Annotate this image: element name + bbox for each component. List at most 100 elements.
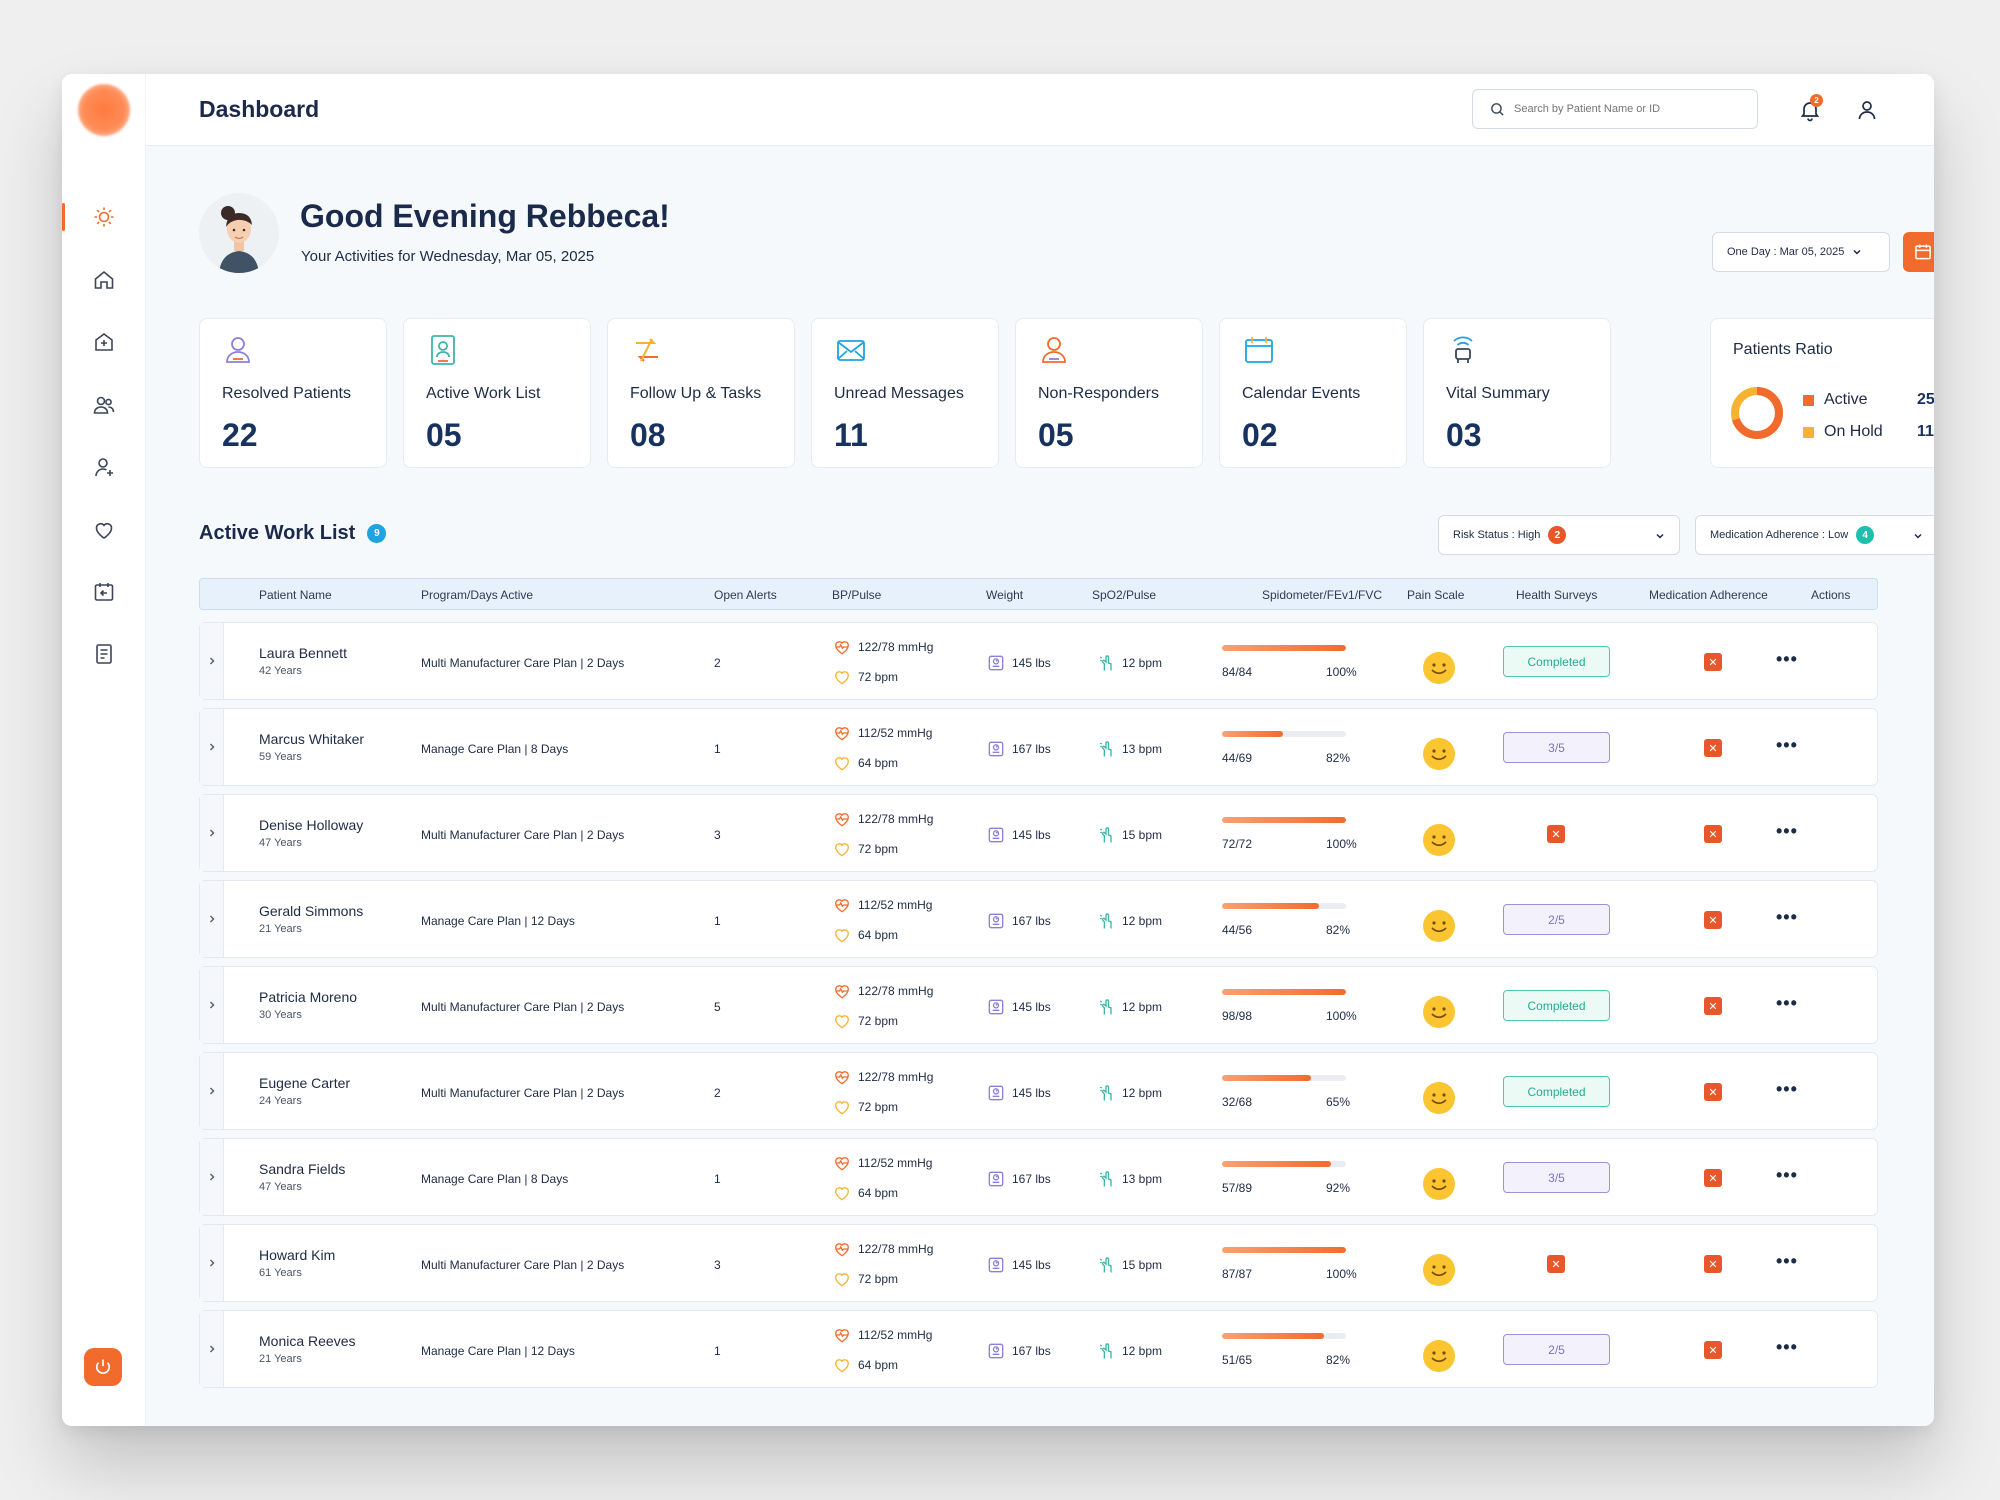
stat-card-vitals[interactable]: Vital Summary 03 xyxy=(1423,318,1611,468)
nav-item-add-user[interactable] xyxy=(62,447,146,487)
row-actions-menu[interactable]: ••• xyxy=(1776,1079,1798,1099)
table-row[interactable]: Marcus Whitaker 59 Years Manage Care Pla… xyxy=(199,708,1878,786)
expand-row-button[interactable] xyxy=(200,1225,224,1301)
open-alerts: 1 xyxy=(714,742,721,756)
table-row[interactable]: Monica Reeves 21 Years Manage Care Plan … xyxy=(199,1310,1878,1388)
spo2-value: 13 bpm xyxy=(1122,1172,1163,1186)
patient-name[interactable]: Sandra Fields xyxy=(259,1161,346,1177)
expand-row-button[interactable] xyxy=(200,1139,224,1215)
row-actions-menu[interactable]: ••• xyxy=(1776,649,1798,669)
search-box[interactable] xyxy=(1472,89,1758,129)
patient-name[interactable]: Marcus Whitaker xyxy=(259,731,365,747)
chevron-right-icon xyxy=(209,1345,215,1353)
column-header-program[interactable]: Program/Days Active xyxy=(421,588,534,602)
program-days: Multi Manufacturer Care Plan | 2 Days xyxy=(421,828,625,842)
chevron-down-icon xyxy=(1914,533,1922,539)
table-row[interactable]: Laura Bennett 42 Years Multi Manufacture… xyxy=(199,622,1878,700)
smiley-face-icon xyxy=(1423,996,1455,1028)
column-header-spirometer[interactable]: Spidometer/FEv1/FVC xyxy=(1262,588,1383,602)
table-row[interactable]: Patricia Moreno 30 Years Multi Manufactu… xyxy=(199,966,1878,1044)
expand-row-button[interactable] xyxy=(200,967,224,1043)
nav-item-health[interactable] xyxy=(62,510,146,550)
stat-card-active-worklist[interactable]: Active Work List 05 xyxy=(403,318,591,468)
column-header-patient-name[interactable]: Patient Name xyxy=(259,588,332,602)
patient-name[interactable]: Patricia Moreno xyxy=(259,989,358,1005)
profile-icon[interactable] xyxy=(1855,98,1879,122)
calendar-button[interactable] xyxy=(1903,232,1934,272)
spo2-reading: 15 bpm xyxy=(1096,1255,1162,1275)
survey-status-badge[interactable]: 2/5 xyxy=(1503,1334,1610,1365)
smiley-face-icon xyxy=(1423,1082,1455,1114)
nav-item-patients[interactable] xyxy=(62,385,146,425)
row-actions-menu[interactable]: ••• xyxy=(1776,735,1798,755)
survey-status-badge[interactable]: Completed xyxy=(1503,646,1610,677)
table-row[interactable]: Eugene Carter 24 Years Multi Manufacture… xyxy=(199,1052,1878,1130)
chevron-right-icon xyxy=(209,829,215,837)
spirometer-value: 57/89 xyxy=(1222,1181,1253,1195)
nav-item-dashboard[interactable] xyxy=(62,197,146,237)
nav-item-clinic[interactable] xyxy=(62,322,146,362)
patient-age: 59 Years xyxy=(259,751,302,763)
table-row[interactable]: Denise Holloway 47 Years Multi Manufactu… xyxy=(199,794,1878,872)
patient-name[interactable]: Denise Holloway xyxy=(259,817,364,833)
expand-row-button[interactable] xyxy=(200,881,224,957)
medication-adherence-filter[interactable]: Medication Adherence : Low 4 xyxy=(1695,515,1934,555)
patient-name[interactable]: Howard Kim xyxy=(259,1247,336,1263)
row-actions-menu[interactable]: ••• xyxy=(1776,993,1798,1013)
row-actions-menu[interactable]: ••• xyxy=(1776,1251,1798,1271)
column-header-medication-adherence[interactable]: Medication Adherence xyxy=(1649,588,1768,602)
survey-status-badge[interactable]: Completed xyxy=(1503,1076,1610,1107)
survey-status-x: ✕ xyxy=(1547,1255,1565,1273)
spo2-value: 12 bpm xyxy=(1122,1086,1163,1100)
search-input[interactable] xyxy=(1514,103,1734,115)
risk-status-filter[interactable]: Risk Status : High 2 xyxy=(1438,515,1680,555)
expand-row-button[interactable] xyxy=(200,623,224,699)
expand-row-button[interactable] xyxy=(200,709,224,785)
smiley-face-icon xyxy=(1423,1168,1455,1200)
column-header-bp-pulse[interactable]: BP/Pulse xyxy=(832,588,882,602)
stat-card-calendar[interactable]: Calendar Events 02 xyxy=(1219,318,1407,468)
nav-item-calendar[interactable] xyxy=(62,572,146,612)
table-row[interactable]: Gerald Simmons 21 Years Manage Care Plan… xyxy=(199,880,1878,958)
column-header-pain-scale[interactable]: Pain Scale xyxy=(1407,588,1465,602)
nav-item-reports[interactable] xyxy=(62,634,146,674)
row-actions-menu[interactable]: ••• xyxy=(1776,821,1798,841)
patient-name[interactable]: Laura Bennett xyxy=(259,645,347,661)
column-header-actions[interactable]: Actions xyxy=(1811,588,1851,602)
column-header-spo2[interactable]: SpO2/Pulse xyxy=(1092,588,1157,602)
patient-name[interactable]: Monica Reeves xyxy=(259,1333,356,1349)
logout-button[interactable] xyxy=(84,1348,122,1386)
survey-status-badge[interactable]: Completed xyxy=(1503,990,1610,1021)
stat-card-non-responders[interactable]: Non-Responders 05 xyxy=(1015,318,1203,468)
spirometer-value: 44/56 xyxy=(1222,923,1253,937)
table-row[interactable]: Sandra Fields 47 Years Manage Care Plan … xyxy=(199,1138,1878,1216)
row-actions-menu[interactable]: ••• xyxy=(1776,1337,1798,1357)
table-row[interactable]: Howard Kim 61 Years Multi Manufacturer C… xyxy=(199,1224,1878,1302)
legend-hold: On Hold 110 xyxy=(1803,423,1934,441)
stat-label: Unread Messages xyxy=(834,385,964,402)
expand-row-button[interactable] xyxy=(200,1311,224,1387)
date-range-select[interactable]: One Day : Mar 05, 2025 xyxy=(1712,232,1890,272)
patient-name[interactable]: Gerald Simmons xyxy=(259,903,364,919)
nav-item-home[interactable] xyxy=(62,260,146,300)
survey-status-badge[interactable]: 2/5 xyxy=(1503,904,1610,935)
expand-row-button[interactable] xyxy=(200,1053,224,1129)
spirometer-progress xyxy=(1222,903,1346,909)
stat-card-messages[interactable]: Unread Messages 11 xyxy=(811,318,999,468)
stat-card-follow-up[interactable]: Follow Up & Tasks 08 xyxy=(607,318,795,468)
column-header-open-alerts[interactable]: Open Alerts xyxy=(714,588,777,602)
program-days: Manage Care Plan | 12 Days xyxy=(421,914,575,928)
row-actions-menu[interactable]: ••• xyxy=(1776,1165,1798,1185)
expand-row-button[interactable] xyxy=(200,795,224,871)
spirometer-fill xyxy=(1222,989,1346,995)
patient-name[interactable]: Eugene Carter xyxy=(259,1075,351,1091)
column-header-weight[interactable]: Weight xyxy=(986,588,1024,602)
open-alerts: 5 xyxy=(714,1000,721,1014)
survey-status-badge[interactable]: 3/5 xyxy=(1503,1162,1610,1193)
row-actions-menu[interactable]: ••• xyxy=(1776,907,1798,927)
chevron-right-icon xyxy=(209,743,215,751)
survey-status-badge[interactable]: 3/5 xyxy=(1503,732,1610,763)
stat-card-resolved[interactable]: Resolved Patients 22 xyxy=(199,318,387,468)
column-header-health-surveys[interactable]: Health Surveys xyxy=(1516,588,1598,602)
ratio-donut-chart xyxy=(1731,387,1783,439)
